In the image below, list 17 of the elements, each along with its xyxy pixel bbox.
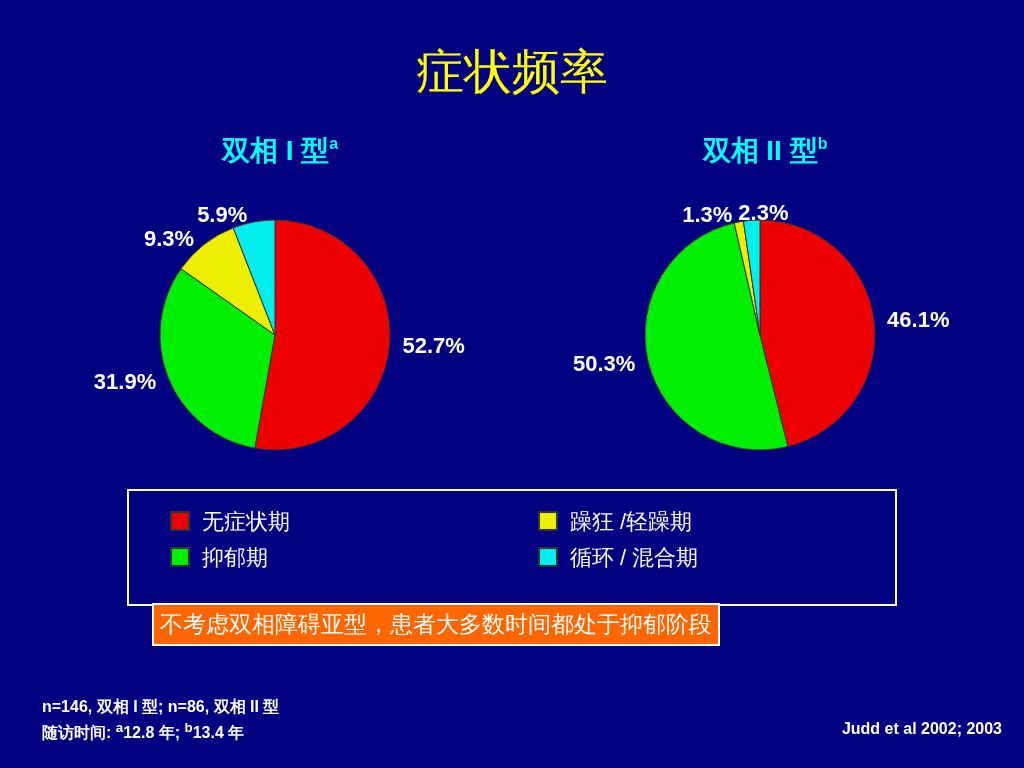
data-label: 50.3% xyxy=(573,351,636,377)
legend-label: 循环 / 混合期 xyxy=(570,544,699,570)
text: n=146, 双相 I 型; n=86, 双相 II 型 xyxy=(42,697,280,717)
text: 随访时间: $^{a}$12.8 年; $^{b}$13.4 年 xyxy=(42,720,245,744)
legend-label: 抑郁期 xyxy=(202,544,268,570)
data-label: 52.7% xyxy=(402,333,465,359)
text: 不考虑双相障碍亚型，患者大多数时间都处于抑郁阶段 xyxy=(152,603,720,646)
data-label: 2.3% xyxy=(738,199,789,225)
text: Judd et al 2002; 2003 xyxy=(841,720,1002,738)
data-label: 5.9% xyxy=(197,201,248,227)
data-label: 1.3% xyxy=(682,201,733,227)
legend-label: 无症状期 xyxy=(202,508,290,534)
data-label: 9.3% xyxy=(144,225,195,251)
data-label: 31.9% xyxy=(93,369,157,395)
legend-label: 躁狂 /轻躁期 xyxy=(570,508,693,534)
text: 症状频率 xyxy=(415,44,609,100)
data-label: 46.1% xyxy=(887,307,950,333)
